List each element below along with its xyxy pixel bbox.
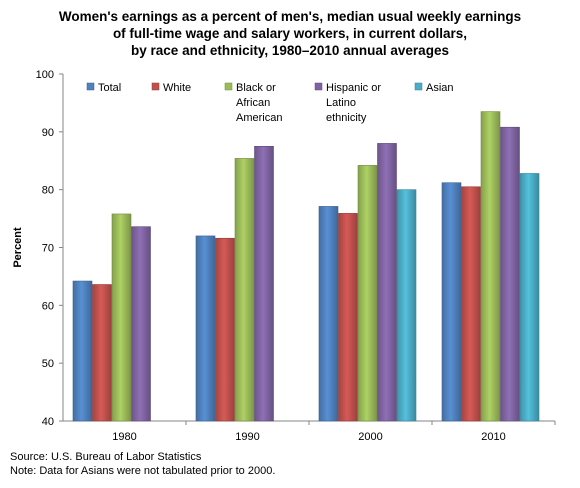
legend-swatch [224, 82, 233, 91]
legend-swatch [151, 82, 160, 91]
source-note: Source: U.S. Bureau of Labor Statistics [10, 451, 202, 463]
bar-hispanic-or-latino-ethnicity [500, 126, 520, 422]
bar-white [92, 284, 112, 422]
legend-label: Asian [426, 82, 454, 94]
footnote: Note: Data for Asians were not tabulated… [10, 465, 276, 477]
chart-title-line-2: of full-time wage and salary workers, in… [112, 26, 468, 41]
bar-total [195, 235, 216, 422]
legend-label: Hispanic or [326, 82, 381, 94]
bar-total [441, 182, 462, 422]
legend-label: Latino [326, 97, 356, 109]
legend-label: Total [98, 82, 121, 94]
y-tick-label: 50 [42, 358, 54, 370]
legend-label: Black or [236, 82, 276, 94]
legend-swatch [314, 82, 323, 91]
bar-asian [396, 189, 417, 422]
y-tick-label: 90 [42, 127, 54, 139]
x-tick-label: 1990 [235, 431, 259, 443]
chart-title-line-3: by race and ethnicity, 1980–2010 annual … [131, 43, 449, 58]
bar-total [72, 280, 93, 422]
bar-black-or-african-american [357, 165, 378, 422]
y-tick-label: 80 [42, 185, 54, 197]
x-tick-label: 1980 [112, 431, 136, 443]
bar-black-or-african-american [111, 213, 132, 422]
bar-hispanic-or-latino-ethnicity [254, 145, 274, 422]
y-tick-label: 40 [42, 416, 54, 428]
legend-label: African [236, 97, 270, 109]
legend-label: ethnicity [326, 112, 367, 124]
y-tick-label: 70 [42, 243, 54, 255]
bar-hispanic-or-latino-ethnicity [131, 226, 151, 422]
legend-swatch [86, 82, 95, 91]
bar-chart: 40 50 60 70 80 90 100 Percent 1980 1990 2000 2010 To… [12, 69, 556, 443]
y-tick-label: 60 [42, 300, 54, 312]
legend-label: American [236, 112, 282, 124]
chart-title: Women's earnings as a percent of men's, … [0, 8, 580, 59]
legend-label: White [163, 82, 191, 94]
bar-white [215, 237, 235, 422]
x-tick-label: 2000 [358, 431, 382, 443]
y-axis-title: Percent [12, 227, 24, 268]
chart-title-line-1: Women's earnings as a percent of men's, … [58, 9, 522, 24]
x-tick-label: 2010 [481, 431, 505, 443]
bar-asian [519, 173, 540, 422]
legend-swatch [414, 82, 423, 91]
bar-hispanic-or-latino-ethnicity [377, 143, 397, 422]
bar-white [461, 186, 481, 422]
bar-black-or-african-american [234, 158, 255, 422]
bar-black-or-african-american [480, 111, 501, 422]
bar-total [318, 206, 339, 422]
y-tick-label: 100 [36, 69, 54, 81]
bar-white [338, 213, 358, 422]
